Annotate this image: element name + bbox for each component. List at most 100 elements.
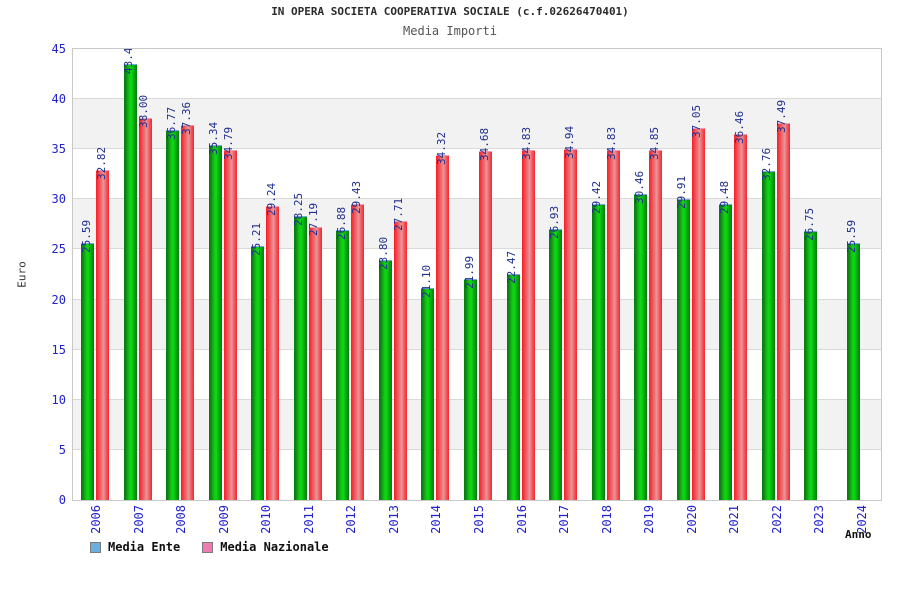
bar-media-nazionale[interactable] — [521, 149, 535, 500]
bar-value-label: 21.10 — [419, 264, 433, 298]
bar-media-nazionale[interactable] — [266, 205, 280, 500]
y-axis-tick-label: 10 — [51, 392, 66, 407]
bar-media-ente[interactable] — [634, 193, 648, 500]
y-axis-tick-label: 30 — [51, 192, 66, 207]
bar-media-ente[interactable] — [549, 229, 563, 500]
x-axis-tick-label: 2009 — [216, 505, 231, 534]
plot-area: 25.59 32.82 43.41 38.00 36.77 37.36 35.34 34.79… — [72, 48, 882, 501]
x-axis-tick-label: 2021 — [727, 505, 742, 534]
gridline — [73, 98, 881, 100]
bar-media-nazionale[interactable] — [734, 133, 748, 500]
bar-media-nazionale[interactable] — [138, 118, 152, 500]
bar-media-nazionale[interactable] — [691, 127, 705, 500]
x-axis-tick-label: 2011 — [301, 505, 316, 534]
bar-value-label: 34.68 — [477, 128, 491, 162]
legend-item[interactable]: Media Ente — [90, 540, 180, 554]
bar-value-label: 27.71 — [392, 198, 406, 232]
bar-value-label: 28.25 — [292, 192, 306, 226]
y-axis-tick-label: 5 — [58, 442, 66, 457]
x-axis-tick-label: 2020 — [684, 505, 699, 534]
x-axis-tick-label: 2013 — [386, 505, 401, 534]
bar-value-label: 37.05 — [690, 104, 704, 138]
bar-media-ente[interactable] — [336, 229, 350, 500]
bar-media-ente[interactable] — [208, 144, 222, 500]
bar-value-label: 32.76 — [760, 147, 774, 181]
x-axis-tick-label: 2010 — [259, 505, 274, 534]
bar-media-nazionale[interactable] — [351, 204, 365, 500]
legend-label: Media Ente — [108, 540, 181, 554]
gridline — [73, 448, 881, 450]
bar-media-ente[interactable] — [421, 287, 435, 500]
bar-media-ente[interactable] — [719, 203, 733, 500]
x-axis-tick-label: 2018 — [599, 505, 614, 534]
bar-media-ente[interactable] — [251, 246, 265, 500]
bar-media-ente[interactable] — [761, 170, 775, 500]
bar-value-label: 34.85 — [647, 126, 661, 160]
bar-media-ente[interactable] — [378, 260, 392, 500]
y-axis-ticks: 0 5 10 15 20 25 30 35 40 45 — [0, 42, 66, 507]
gridline — [73, 148, 881, 150]
y-axis-title: Euro — [15, 261, 29, 288]
bar-media-nazionale[interactable] — [479, 151, 492, 500]
gridline — [73, 348, 881, 350]
legend-item[interactable]: Media Nazionale — [202, 540, 329, 554]
bar-media-ente[interactable] — [166, 130, 180, 500]
x-axis-tick-label: 2023 — [812, 505, 827, 534]
bar-value-label: 25.21 — [249, 223, 263, 257]
bar-value-label: 29.24 — [264, 182, 278, 216]
legend-swatch-icon — [90, 541, 101, 553]
gridline — [73, 298, 881, 300]
bar-media-ente[interactable] — [506, 273, 520, 500]
bar-value-label: 26.93 — [547, 205, 561, 240]
bar-media-ente[interactable] — [293, 215, 307, 500]
x-axis-tick-label: 2012 — [344, 505, 359, 534]
bar-media-nazionale[interactable] — [96, 170, 110, 500]
gridline — [73, 198, 881, 200]
bar-media-ente[interactable] — [846, 242, 860, 500]
bar-media-ente[interactable] — [464, 278, 477, 500]
x-axis-tick-label: 2022 — [769, 505, 784, 534]
bar-media-ente[interactable] — [591, 204, 605, 500]
bar-value-label: 22.47 — [505, 250, 519, 284]
bar-value-label: 43.41 — [122, 48, 136, 74]
legend-label: Media Nazionale — [220, 540, 329, 554]
bar-value-label: 34.83 — [605, 126, 619, 160]
bar-value-label: 36.46 — [732, 110, 746, 144]
bar-value-label: 34.83 — [520, 126, 534, 160]
x-axis-tick-label: 2015 — [472, 505, 486, 534]
bar-media-nazionale[interactable] — [223, 150, 237, 500]
x-axis-tick-label: 2016 — [514, 505, 529, 534]
bar-value-label: 34.79 — [222, 127, 236, 161]
y-axis-tick-label: 20 — [51, 292, 66, 307]
x-axis-tick-label: 2007 — [131, 505, 146, 534]
bar-value-label: 36.77 — [164, 107, 178, 141]
y-axis-tick-label: 15 — [51, 342, 66, 357]
bar-media-nazionale[interactable] — [393, 221, 407, 500]
bar-media-ente[interactable] — [81, 242, 95, 500]
bar-value-label: 26.75 — [802, 207, 816, 241]
bar-value-label: 23.80 — [377, 237, 391, 271]
bar-media-nazionale[interactable] — [649, 149, 663, 500]
bar-media-ente[interactable] — [123, 63, 137, 500]
bar-value-label: 37.49 — [775, 100, 789, 134]
bar-media-ente[interactable] — [676, 199, 690, 500]
bar-media-nazionale[interactable] — [606, 149, 620, 500]
bar-media-nazionale[interactable] — [181, 124, 195, 500]
bar-media-nazionale[interactable] — [776, 123, 790, 500]
bar-value-label: 29.43 — [349, 180, 363, 215]
bar-value-label: 34.94 — [562, 125, 576, 159]
legend-swatch-icon — [202, 541, 214, 553]
bar-value-label: 29.48 — [717, 180, 731, 214]
bar-value-label: 26.88 — [334, 206, 348, 240]
bar-value-label: 21.99 — [462, 255, 476, 289]
bar-media-nazionale[interactable] — [308, 226, 322, 500]
bar-media-ente[interactable] — [804, 230, 818, 500]
x-axis-ticks: 2006 2007 2008 2009 2010 2011 2012 2013 2014 2015… — [72, 503, 882, 543]
bars-layer: 25.59 32.82 43.41 38.00 36.77 37.36 35.34 34.79… — [73, 49, 881, 500]
bar-value-label: 32.82 — [94, 146, 108, 181]
x-axis-tick-label: 2019 — [642, 505, 657, 534]
bar-media-nazionale[interactable] — [564, 148, 578, 500]
gridline — [73, 248, 881, 250]
bar-media-nazionale[interactable] — [436, 155, 450, 500]
